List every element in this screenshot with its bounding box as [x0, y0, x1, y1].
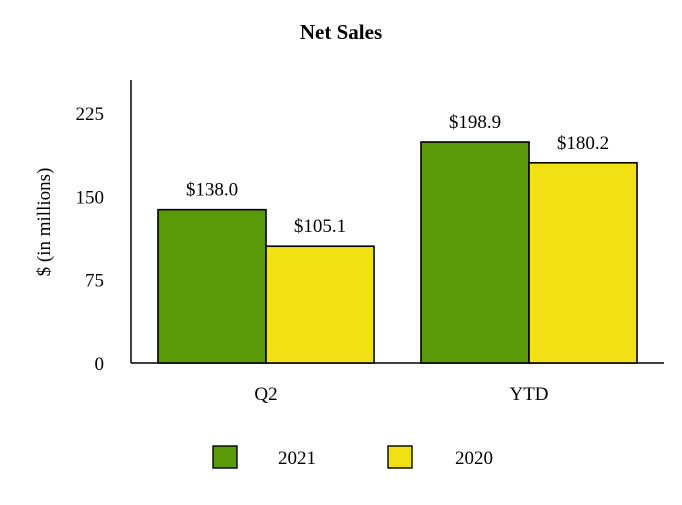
data-label: $105.1	[294, 216, 346, 237]
bar-series: $138.0 $105.1 $198.9 $180.2	[157, 112, 638, 364]
legend-swatch-2021	[212, 445, 238, 469]
data-label: $180.2	[557, 133, 609, 154]
legend-swatch-2020	[387, 445, 413, 469]
x-axis-ticks: Q2 YTD	[254, 384, 548, 405]
data-label: $198.9	[449, 112, 501, 133]
bar-2020-ytd	[528, 161, 638, 364]
legend: 2021 2020	[212, 445, 493, 469]
y-tick-label: 0	[95, 354, 105, 375]
x-tick-label: Q2	[254, 384, 277, 405]
chart-title: Net Sales	[300, 20, 382, 44]
bar-2020-q2	[265, 245, 375, 364]
x-tick-label: YTD	[509, 384, 548, 405]
y-axis-label: $ (in millions)	[34, 168, 55, 277]
bar-2021-q2	[157, 208, 267, 364]
y-axis-ticks: 0 75 150 225	[76, 104, 105, 375]
legend-label: 2021	[278, 448, 316, 469]
legend-label: 2020	[455, 448, 493, 469]
y-tick-label: 150	[76, 187, 105, 208]
data-label: $138.0	[186, 180, 238, 201]
y-tick-label: 225	[76, 104, 105, 125]
y-tick-label: 75	[85, 271, 104, 292]
bar-2021-ytd	[420, 141, 530, 364]
